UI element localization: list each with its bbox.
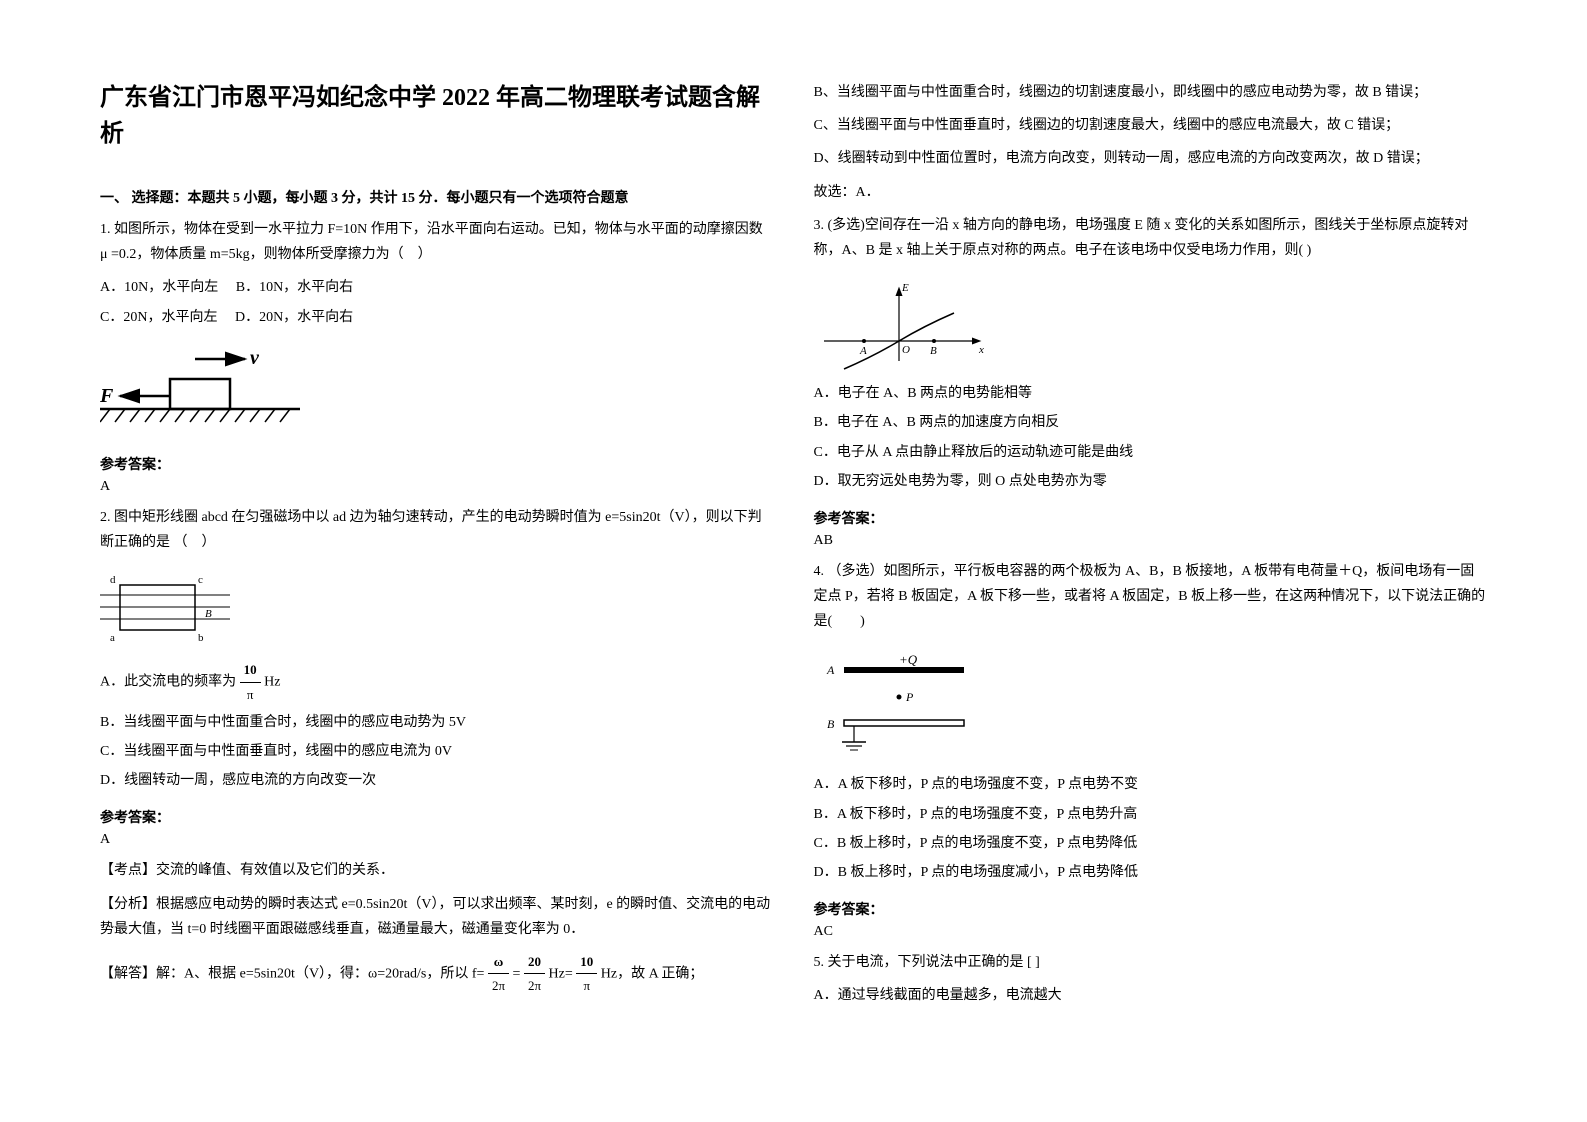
q4-optB: B．A 板下移时，P 点的电场强度不变，P 点电势升高 <box>814 802 1488 827</box>
q2-exp3-f1n: ω <box>488 950 509 974</box>
q2-exp3-post: Hz，故 A 正确； <box>601 966 704 981</box>
q2-answer-label: 参考答案： <box>100 807 774 827</box>
q2-answer: A <box>100 832 774 848</box>
q2-exp2: 【分析】根据感应电动势的瞬时表达式 e=0.5sin20t（V），可以求出频率、… <box>100 892 774 942</box>
q2-expSel: 故选：A． <box>814 180 1488 205</box>
q2-exp3-pre: 【解答】解：A、根据 e=5sin20t（V），得：ω=20rad/s，所以 f… <box>100 966 484 981</box>
svg-text:d: d <box>110 574 116 586</box>
q2-optD: D．线圈转动一周，感应电流的方向改变一次 <box>100 768 774 793</box>
q3-text: 3. (多选)空间存在一沿 x 轴方向的静电场，电场强度 E 随 x 变化的关系… <box>814 213 1488 263</box>
q1-optA: A．10N，水平向左 <box>100 280 218 295</box>
svg-text:a: a <box>110 632 115 644</box>
q4-optA: A．A 板下移时，P 点的电场强度不变，P 点电势不变 <box>814 772 1488 797</box>
q5-text: 5. 关于电流，下列说法中正确的是 [ ] <box>814 950 1488 975</box>
q2-text: 2. 图中矩形线圈 abcd 在匀强磁场中以 ad 边为轴匀速转动，产生的电动势… <box>100 505 774 555</box>
q4-text: 4. （多选）如图所示，平行板电容器的两个极板为 A、B，B 板接地，A 板带有… <box>814 559 1488 635</box>
q3-answer-label: 参考答案： <box>814 508 1488 528</box>
q1-figure: v F <box>100 344 774 434</box>
q2-exp3-f1d: 2π <box>488 974 509 997</box>
q2-exp1: 【考点】交流的峰值、有效值以及它们的关系． <box>100 858 774 883</box>
q4-optC: C．B 板上移时，P 点的电场强度不变，P 点电势降低 <box>814 831 1488 856</box>
q2-exp3: 【解答】解：A、根据 e=5sin20t（V），得：ω=20rad/s，所以 f… <box>100 950 774 998</box>
q2-exp3-f3: 10 π <box>576 950 597 998</box>
right-column: B、当线圈平面与中性面重合时，线圈边的切割速度最小，即线圈中的感应电动势为零，故… <box>814 80 1488 1042</box>
svg-text:B: B <box>827 717 835 731</box>
q2-figure: d c a b B <box>100 573 774 648</box>
q2-expC: C、当线圈平面与中性面垂直时，线圈边的切割速度最大，线圈中的感应电流最大，故 C… <box>814 113 1488 138</box>
q3-optA: A．电子在 A、B 两点的电势能相等 <box>814 381 1488 406</box>
q2-expD: D、线圈转动到中性面位置时，电流方向改变，则转动一周，感应电流的方向改变两次，故… <box>814 146 1488 171</box>
q2-exp3-f2: 20 2π <box>524 950 545 998</box>
q2-optA-den: π <box>240 683 261 706</box>
q2-optA-pre: A．此交流电的频率为 <box>100 674 236 689</box>
q2-optA-num: 10 <box>240 658 261 682</box>
q2-expB: B、当线圈平面与中性面重合时，线圈边的切割速度最小，即线圈中的感应电动势为零，故… <box>814 80 1488 105</box>
q2-optA-post: Hz <box>264 674 280 689</box>
q1-optB: B．10N，水平向右 <box>236 280 353 295</box>
q1-text: 1. 如图所示，物体在受到一水平拉力 F=10N 作用下，沿水平面向右运动。已知… <box>100 217 774 267</box>
q1-answer: A <box>100 479 774 495</box>
q2-exp3-f3n: 10 <box>576 950 597 974</box>
q2-optA-frac: 10 π <box>240 658 261 706</box>
svg-text:x: x <box>978 344 984 356</box>
q4-answer-label: 参考答案： <box>814 899 1488 919</box>
svg-text:A: A <box>826 663 835 677</box>
q2-optA: A．此交流电的频率为 10 π Hz <box>100 658 774 706</box>
q3-optD: D．取无穷远处电势为零，则 O 点处电势亦为零 <box>814 469 1488 494</box>
q3-optB: B．电子在 A、B 两点的加速度方向相反 <box>814 410 1488 435</box>
svg-text:O: O <box>902 344 910 356</box>
left-column: 广东省江门市恩平冯如纪念中学 2022 年高二物理联考试题含解析 一、 选择题：… <box>100 80 774 1042</box>
q3-answer: AB <box>814 533 1488 549</box>
svg-text:+Q: +Q <box>899 652 918 667</box>
q2-exp3-eq: = <box>513 966 521 981</box>
q1-optD: D．20N，水平向右 <box>235 310 353 325</box>
q5-optA: A．通过导线截面的电量越多，电流越大 <box>814 983 1488 1008</box>
svg-text:B: B <box>930 345 937 357</box>
q2-exp3-f1: ω 2π <box>488 950 509 998</box>
svg-text:B: B <box>205 608 212 620</box>
q2-exp3-f2d: 2π <box>524 974 545 997</box>
q2-exp3-hz1: Hz= <box>549 966 573 981</box>
svg-text:b: b <box>198 632 204 644</box>
q1-row2: C．20N，水平向左 D．20N，水平向右 <box>100 305 774 330</box>
q1-answer-label: 参考答案： <box>100 454 774 474</box>
svg-text:c: c <box>198 574 203 586</box>
svg-text:F: F <box>100 385 114 407</box>
q2-exp3-f3d: π <box>576 974 597 997</box>
q2-optB: B．当线圈平面与中性面重合时，线圈中的感应电动势为 5V <box>100 710 774 735</box>
q2-optC: C．当线圈平面与中性面垂直时，线圈中的感应电流为 0V <box>100 739 774 764</box>
q1-optC: C．20N，水平向左 <box>100 310 217 325</box>
document-title: 广东省江门市恩平冯如纪念中学 2022 年高二物理联考试题含解析 <box>100 80 774 152</box>
q4-optD: D．B 板上移时，P 点的电场强度减小，P 点电势降低 <box>814 860 1488 885</box>
svg-text:v: v <box>250 347 260 369</box>
svg-text:E: E <box>901 282 909 294</box>
q2-exp3-f2n: 20 <box>524 950 545 974</box>
q4-figure: A +Q P B <box>814 652 1488 762</box>
q1-row1: A．10N，水平向左 B．10N，水平向右 <box>100 275 774 300</box>
q3-optC: C．电子从 A 点由静止释放后的运动轨迹可能是曲线 <box>814 440 1488 465</box>
q3-figure: E x O A B <box>814 281 1488 371</box>
section-header: 一、 选择题：本题共 5 小题，每小题 3 分，共计 15 分．每小题只有一个选… <box>100 187 774 207</box>
svg-text:P: P <box>905 690 914 704</box>
q4-answer: AC <box>814 924 1488 940</box>
svg-text:A: A <box>859 345 867 357</box>
